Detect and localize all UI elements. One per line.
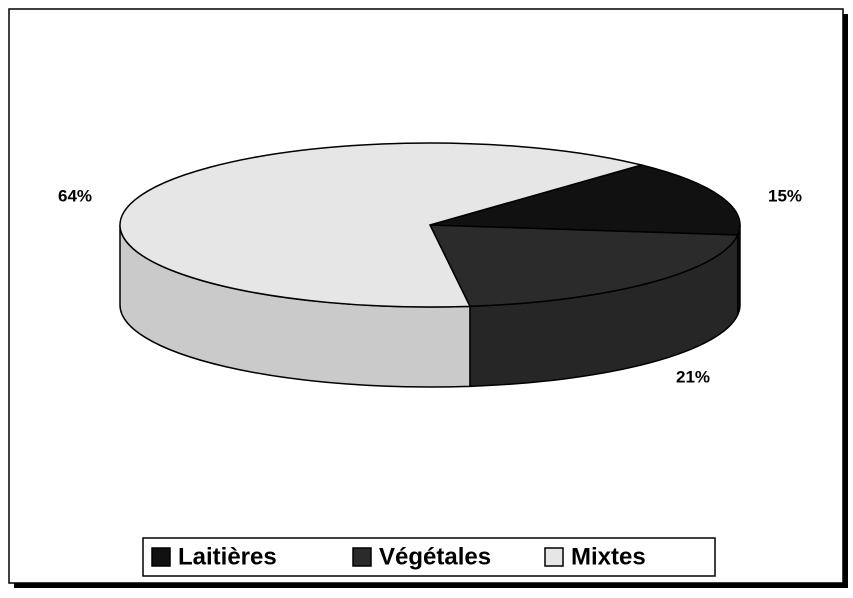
legend-label: Mixtes [571, 543, 646, 570]
data-label: 15% [768, 186, 802, 205]
data-label: 21% [676, 367, 710, 386]
legend-swatch [151, 547, 171, 567]
data-label: 64% [58, 186, 92, 205]
legend-swatch [352, 547, 372, 567]
legend-label: Laitières [178, 543, 277, 570]
pie-slice [429, 164, 741, 236]
legend-swatch [544, 547, 564, 567]
pie-slice [428, 224, 739, 308]
legend-box [142, 537, 716, 577]
legend-label: Végétales [379, 543, 491, 570]
pie-slice [119, 142, 645, 308]
